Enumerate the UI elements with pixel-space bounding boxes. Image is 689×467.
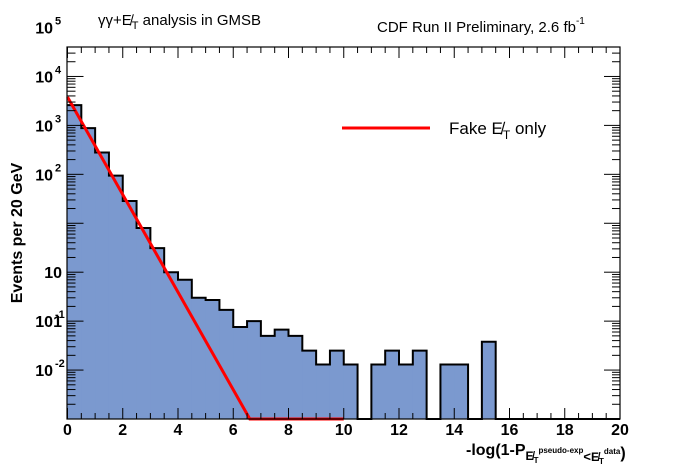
x-tick-label: 16 <box>501 422 519 439</box>
x-tick-label: 10 <box>335 422 353 439</box>
histogram-bin <box>399 364 414 419</box>
histogram-bin <box>288 335 303 419</box>
histogram-bin <box>454 364 469 419</box>
x-tick-label: 12 <box>390 422 408 439</box>
legend-label: Fake E̸T only <box>449 119 547 142</box>
histogram-bin <box>164 272 179 419</box>
axis-ticks <box>67 46 621 420</box>
histogram-bin <box>150 248 165 419</box>
x-axis-label: -log(1-PE̸Tpseudo-exp<E̸Tdata) <box>466 442 626 466</box>
histogram-bin <box>122 201 138 419</box>
legend: Fake E̸T only <box>342 119 547 142</box>
histogram-bin <box>81 128 96 419</box>
y-tick-exponent: 5 <box>55 16 61 28</box>
histogram-bin <box>302 350 317 419</box>
y-tick-exponent: -1 <box>55 309 65 321</box>
x-tick-label: 18 <box>556 422 574 439</box>
y-tick-label: 10 <box>35 314 53 331</box>
y-tick-exponent: 2 <box>55 162 61 174</box>
histogram-bin <box>260 335 276 419</box>
x-tick-label: 14 <box>445 422 463 439</box>
y-tick-exponent: 3 <box>55 113 61 125</box>
histogram-bin <box>385 350 400 419</box>
y-tick-label: 10 <box>35 118 53 135</box>
x-tick-label: 0 <box>63 422 72 439</box>
y-axis-label: Events per 20 GeV <box>9 162 26 303</box>
y-tick-label: 1 <box>53 314 62 331</box>
title-right: CDF Run II Preliminary, 2.6 fb-1 <box>377 16 585 36</box>
x-tick-label: 8 <box>284 422 293 439</box>
x-tick-label: 4 <box>174 422 183 439</box>
y-tick-label: 10 <box>44 265 62 282</box>
histogram-bin <box>108 175 124 419</box>
x-tick-label: 2 <box>118 422 127 439</box>
histogram-bin <box>178 279 193 419</box>
histogram-bin <box>440 364 455 419</box>
histogram-bins <box>67 105 497 420</box>
histogram-bin <box>191 297 207 419</box>
histogram-bin <box>343 364 359 419</box>
histogram-bin <box>316 364 331 419</box>
x-tick-labels: 0 2 4 6 8 10 12 14 16 18 20 <box>63 422 629 439</box>
histogram-bin <box>481 341 497 419</box>
histogram-bin <box>247 321 262 419</box>
y-tick-label: 10 <box>35 363 53 380</box>
histogram-bin <box>412 350 428 419</box>
histogram-bin <box>205 300 220 419</box>
histogram-bin <box>329 350 345 419</box>
histogram-bin <box>136 228 151 419</box>
y-tick-label: 10 <box>35 21 53 38</box>
histogram-bin <box>274 329 289 419</box>
y-tick-label: 10 <box>35 69 53 86</box>
x-tick-label: 6 <box>229 422 238 439</box>
y-tick-label: 10 <box>35 167 53 184</box>
y-tick-exponent: -2 <box>55 358 65 370</box>
histogram-bin <box>219 309 234 419</box>
y-tick-exponent: 4 <box>55 64 62 76</box>
histogram-bin <box>371 364 386 419</box>
histogram-bin <box>95 152 110 420</box>
title-left: γγ+E̸T analysis in GMSB <box>98 12 261 32</box>
x-tick-label: 20 <box>611 422 629 439</box>
